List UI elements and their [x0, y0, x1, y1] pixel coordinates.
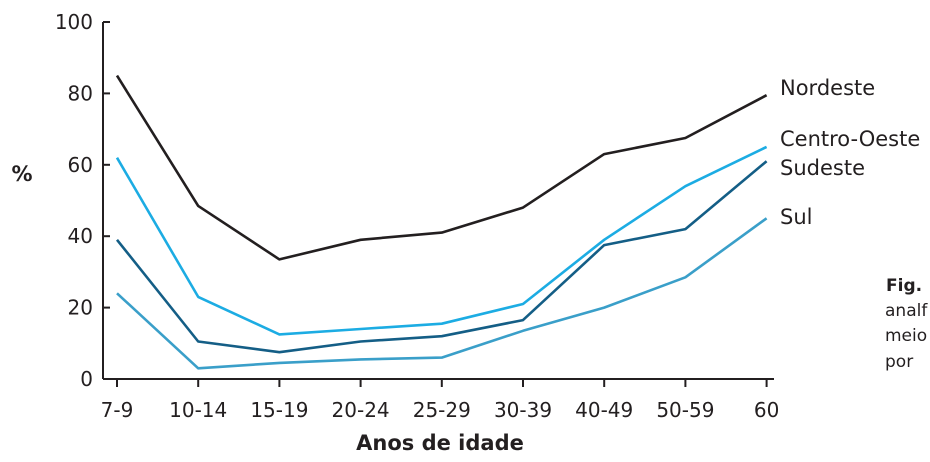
x-tick-label: 50-59 — [656, 398, 714, 422]
y-tick-label: 0 — [80, 367, 93, 391]
y-tick-label: 20 — [68, 296, 93, 320]
series-label-centro-oeste: Centro-Oeste — [780, 127, 920, 151]
caption-label: Fig. — [886, 276, 922, 296]
x-ticks: 7-9 10-14 15-19 20-24 25-29 30-39 40-49 50-59 60 — [101, 379, 779, 422]
y-tick-label: 40 — [68, 224, 93, 248]
series-label-nordeste: Nordeste — [780, 76, 875, 100]
series-lines — [115, 74, 768, 370]
y-axis-title: % — [11, 162, 32, 186]
x-tick-label: 60 — [754, 398, 779, 422]
caption-line-2: meio — [885, 326, 927, 346]
y-tick-label: 60 — [68, 153, 93, 177]
caption-line-1: analf — [885, 301, 928, 321]
figure-caption: Fig. analf meio por — [885, 276, 928, 372]
y-ticks: 0 20 40 60 80 100 — [55, 10, 110, 391]
x-tick-label: 15-19 — [250, 398, 308, 422]
series-line-nordeste — [115, 74, 768, 261]
series-line-sul — [116, 217, 768, 370]
y-tick-label: 80 — [68, 81, 93, 105]
series-line-sudeste — [115, 160, 768, 354]
x-tick-label: 25-29 — [413, 398, 471, 422]
x-axis-title: Anos de idade — [356, 431, 524, 455]
x-tick-label: 7-9 — [101, 398, 134, 422]
x-tick-label: 20-24 — [332, 398, 390, 422]
series-label-sul: Sul — [780, 205, 812, 229]
series-labels: Nordeste Centro-Oeste Sudeste Sul — [780, 76, 920, 229]
caption-line-3: por — [885, 352, 913, 372]
series-label-sudeste: Sudeste — [780, 156, 865, 180]
x-axis: 7-9 10-14 15-19 20-24 25-29 30-39 40-49 50-59 60 — [101, 378, 779, 422]
y-axis: 0 20 40 60 80 100 — [55, 10, 110, 391]
x-tick-label: 30-39 — [494, 398, 552, 422]
y-tick-label: 100 — [55, 10, 93, 34]
x-tick-label: 10-14 — [169, 398, 227, 422]
series-line-centro-oeste — [115, 145, 768, 336]
x-tick-label: 40-49 — [575, 398, 633, 422]
